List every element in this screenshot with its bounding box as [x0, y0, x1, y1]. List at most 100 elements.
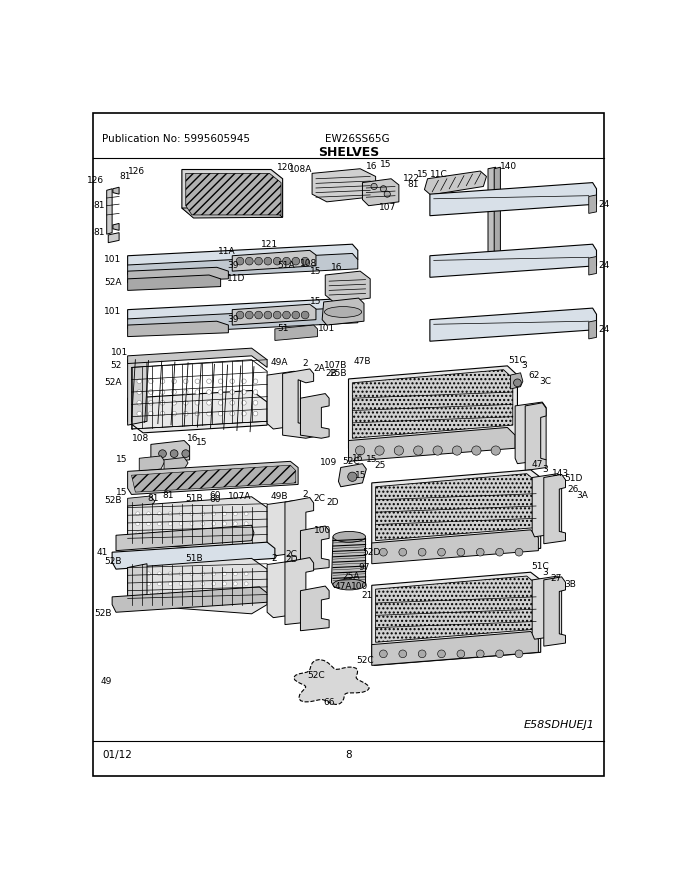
- Circle shape: [169, 532, 172, 536]
- Circle shape: [233, 532, 237, 536]
- Polygon shape: [511, 373, 523, 389]
- Text: 126: 126: [129, 167, 146, 176]
- Circle shape: [179, 532, 183, 536]
- Polygon shape: [186, 173, 281, 215]
- Circle shape: [137, 379, 141, 384]
- Polygon shape: [325, 271, 370, 303]
- Text: 2B: 2B: [325, 369, 337, 378]
- Text: 2A: 2A: [313, 364, 325, 373]
- Polygon shape: [589, 320, 596, 339]
- Circle shape: [233, 592, 237, 596]
- Circle shape: [190, 592, 194, 596]
- Text: 97: 97: [359, 563, 370, 572]
- Text: 51: 51: [277, 325, 289, 334]
- Text: 107A: 107A: [228, 492, 252, 502]
- Circle shape: [201, 572, 205, 576]
- Polygon shape: [128, 298, 358, 325]
- Polygon shape: [375, 473, 536, 540]
- Polygon shape: [301, 526, 329, 571]
- Polygon shape: [544, 577, 566, 646]
- Text: 52C: 52C: [356, 656, 374, 664]
- Circle shape: [158, 522, 161, 525]
- Circle shape: [184, 411, 188, 416]
- Text: 2D: 2D: [286, 555, 298, 564]
- Circle shape: [230, 400, 235, 405]
- Circle shape: [148, 411, 153, 416]
- Circle shape: [137, 390, 141, 394]
- Circle shape: [137, 400, 141, 405]
- Circle shape: [236, 257, 244, 265]
- Polygon shape: [233, 304, 316, 325]
- Text: 2: 2: [302, 490, 307, 499]
- Circle shape: [244, 592, 248, 596]
- Circle shape: [222, 532, 226, 536]
- Circle shape: [496, 548, 503, 556]
- Circle shape: [169, 572, 172, 576]
- Polygon shape: [128, 275, 220, 290]
- Polygon shape: [128, 502, 267, 543]
- Polygon shape: [488, 167, 496, 261]
- Circle shape: [195, 400, 200, 405]
- Text: 47B: 47B: [353, 356, 371, 366]
- Circle shape: [418, 650, 426, 657]
- Polygon shape: [544, 474, 566, 544]
- Text: 101: 101: [318, 325, 335, 334]
- Text: 3: 3: [542, 466, 548, 474]
- Text: 51D: 51D: [564, 473, 582, 483]
- Text: 121: 121: [261, 239, 278, 249]
- Polygon shape: [128, 496, 267, 553]
- Circle shape: [253, 390, 258, 394]
- Circle shape: [236, 312, 244, 319]
- Circle shape: [233, 512, 237, 516]
- Circle shape: [172, 411, 176, 416]
- Circle shape: [201, 522, 205, 525]
- Polygon shape: [294, 659, 369, 705]
- Circle shape: [207, 400, 211, 405]
- Circle shape: [211, 512, 216, 516]
- Circle shape: [457, 548, 464, 556]
- Circle shape: [233, 522, 237, 525]
- Text: 15: 15: [355, 471, 367, 480]
- Text: 15: 15: [379, 160, 391, 169]
- Text: 24: 24: [598, 326, 609, 334]
- Circle shape: [399, 548, 407, 556]
- Circle shape: [292, 257, 300, 265]
- Ellipse shape: [333, 579, 366, 590]
- Circle shape: [264, 257, 272, 265]
- Text: 15: 15: [196, 437, 207, 446]
- Text: 51A: 51A: [277, 261, 295, 270]
- Circle shape: [211, 582, 216, 586]
- Circle shape: [147, 572, 150, 576]
- Text: 15: 15: [310, 267, 322, 275]
- Circle shape: [136, 572, 139, 576]
- Circle shape: [179, 592, 183, 596]
- Circle shape: [230, 390, 235, 394]
- Circle shape: [253, 400, 258, 405]
- Circle shape: [147, 532, 150, 536]
- Text: 3: 3: [542, 568, 548, 576]
- Circle shape: [160, 411, 165, 416]
- Circle shape: [413, 446, 423, 455]
- Text: 51C: 51C: [508, 356, 526, 365]
- Circle shape: [184, 400, 188, 405]
- Circle shape: [452, 446, 462, 455]
- Text: 51B: 51B: [186, 554, 203, 563]
- Polygon shape: [375, 576, 536, 642]
- Circle shape: [136, 532, 139, 536]
- Circle shape: [491, 446, 500, 455]
- Polygon shape: [275, 325, 318, 341]
- Text: 107B: 107B: [324, 362, 347, 370]
- Text: 62: 62: [528, 370, 540, 379]
- Text: 27: 27: [550, 574, 562, 583]
- Polygon shape: [128, 461, 298, 495]
- Text: 122: 122: [403, 174, 420, 183]
- Circle shape: [179, 522, 183, 525]
- Polygon shape: [182, 207, 283, 218]
- Circle shape: [158, 582, 161, 586]
- Text: Publication No: 5995605945: Publication No: 5995605945: [102, 135, 250, 144]
- Polygon shape: [352, 370, 513, 438]
- Circle shape: [169, 522, 172, 525]
- Circle shape: [190, 572, 194, 576]
- Polygon shape: [128, 506, 147, 537]
- Circle shape: [273, 312, 281, 319]
